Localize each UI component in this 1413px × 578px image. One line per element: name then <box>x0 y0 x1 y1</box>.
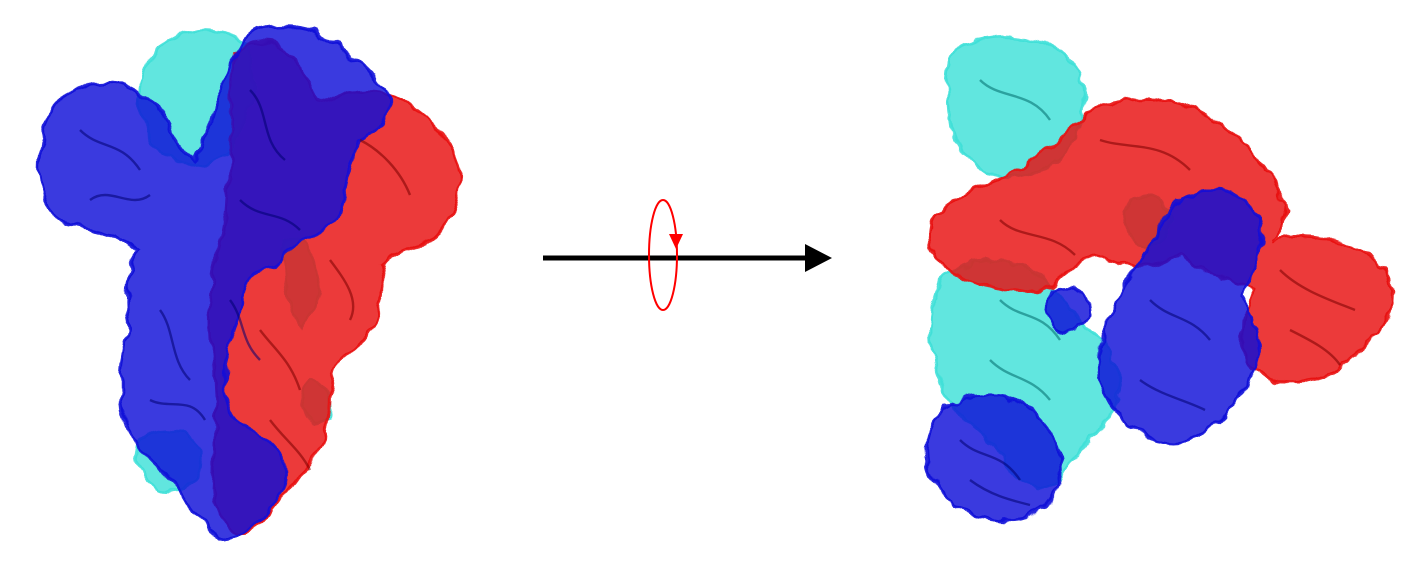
top-view-structure <box>924 34 1393 522</box>
side-view-cartoon-detail <box>79 89 412 471</box>
top-view-cartoon-detail <box>959 79 1356 507</box>
rotation-transition <box>543 199 832 311</box>
chain-a-surface-top <box>924 189 1264 522</box>
rotation-ellipse-icon <box>648 199 678 311</box>
rotation-direction-icon <box>669 234 683 249</box>
arrow-head <box>805 244 832 272</box>
side-view-structure <box>37 24 462 540</box>
